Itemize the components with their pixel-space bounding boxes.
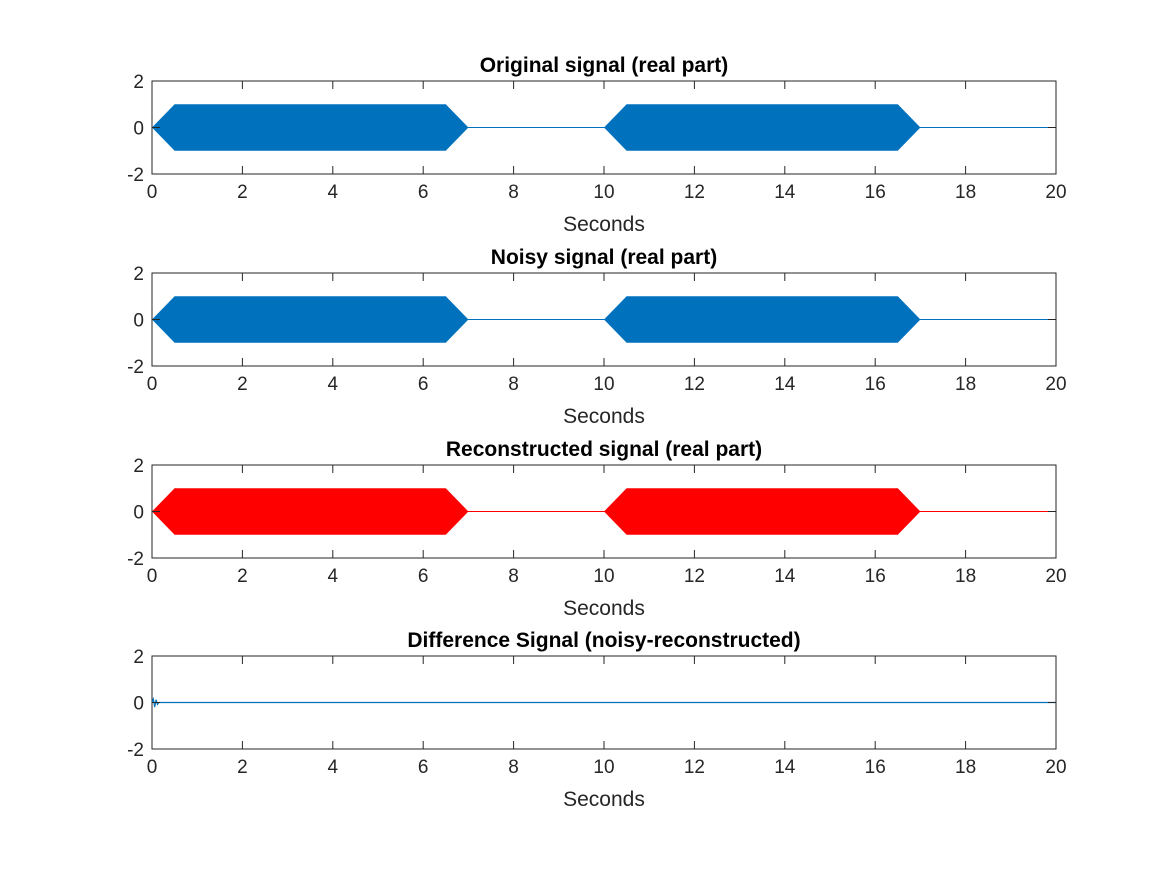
y-tick-label: -2 bbox=[127, 740, 144, 761]
y-tick-label: 0 bbox=[133, 503, 144, 524]
x-tick-label: 4 bbox=[328, 374, 339, 395]
x-axis-label: Seconds bbox=[563, 213, 645, 236]
x-tick-label: 2 bbox=[237, 182, 248, 203]
x-tick-label: 6 bbox=[418, 566, 429, 587]
x-tick-label: 2 bbox=[237, 566, 248, 587]
x-tick-label: 8 bbox=[508, 182, 519, 203]
x-tick-label: 20 bbox=[1045, 374, 1066, 395]
x-axis-label: Seconds bbox=[563, 788, 645, 811]
x-tick-label: 16 bbox=[865, 757, 886, 778]
y-tick-label: 0 bbox=[133, 694, 144, 715]
x-tick-label: 16 bbox=[865, 374, 886, 395]
x-tick-label: 12 bbox=[684, 757, 705, 778]
y-tick-label: 2 bbox=[133, 647, 144, 668]
y-tick-label: 2 bbox=[133, 72, 144, 93]
x-tick-label: 16 bbox=[865, 566, 886, 587]
y-tick-label: 0 bbox=[133, 119, 144, 140]
x-tick-label: 10 bbox=[593, 757, 614, 778]
subplot-title: Reconstructed signal (real part) bbox=[446, 438, 762, 461]
x-tick-label: 20 bbox=[1045, 182, 1066, 203]
y-tick-label: -2 bbox=[127, 165, 144, 186]
x-tick-label: 0 bbox=[147, 566, 158, 587]
x-tick-label: 20 bbox=[1045, 757, 1066, 778]
y-tick-label: -2 bbox=[127, 357, 144, 378]
x-tick-label: 20 bbox=[1045, 566, 1066, 587]
x-tick-label: 14 bbox=[774, 566, 796, 587]
x-axis-label: Seconds bbox=[563, 405, 645, 428]
x-tick-label: 8 bbox=[508, 566, 519, 587]
x-tick-label: 4 bbox=[328, 182, 339, 203]
x-tick-label: 10 bbox=[593, 182, 614, 203]
x-tick-label: 14 bbox=[774, 757, 796, 778]
x-tick-label: 0 bbox=[147, 374, 158, 395]
y-tick-label: 0 bbox=[133, 311, 144, 332]
x-tick-label: 0 bbox=[147, 182, 158, 203]
x-tick-label: 12 bbox=[684, 374, 705, 395]
x-tick-label: 14 bbox=[774, 182, 796, 203]
y-tick-label: 2 bbox=[133, 264, 144, 285]
x-tick-label: 6 bbox=[418, 757, 429, 778]
x-tick-label: 8 bbox=[508, 374, 519, 395]
subplot-title: Difference Signal (noisy-reconstructed) bbox=[407, 629, 800, 652]
x-tick-label: 18 bbox=[955, 374, 976, 395]
x-tick-label: 12 bbox=[684, 182, 705, 203]
x-tick-label: 8 bbox=[508, 757, 519, 778]
x-tick-label: 16 bbox=[865, 182, 886, 203]
x-axis-label: Seconds bbox=[563, 597, 645, 620]
x-tick-label: 10 bbox=[593, 374, 614, 395]
x-tick-label: 10 bbox=[593, 566, 614, 587]
x-tick-label: 18 bbox=[955, 566, 976, 587]
x-tick-label: 14 bbox=[774, 374, 796, 395]
subplot-title: Original signal (real part) bbox=[480, 54, 729, 77]
x-tick-label: 4 bbox=[328, 566, 339, 587]
y-tick-label: 2 bbox=[133, 456, 144, 477]
subplot-title: Noisy signal (real part) bbox=[491, 246, 717, 269]
y-tick-label: -2 bbox=[127, 549, 144, 570]
x-tick-label: 18 bbox=[955, 182, 976, 203]
x-tick-label: 2 bbox=[237, 757, 248, 778]
x-tick-label: 4 bbox=[328, 757, 339, 778]
x-tick-label: 0 bbox=[147, 757, 158, 778]
x-tick-label: 12 bbox=[684, 566, 705, 587]
x-tick-label: 18 bbox=[955, 757, 976, 778]
x-tick-label: 6 bbox=[418, 182, 429, 203]
x-tick-label: 2 bbox=[237, 374, 248, 395]
x-tick-label: 6 bbox=[418, 374, 429, 395]
